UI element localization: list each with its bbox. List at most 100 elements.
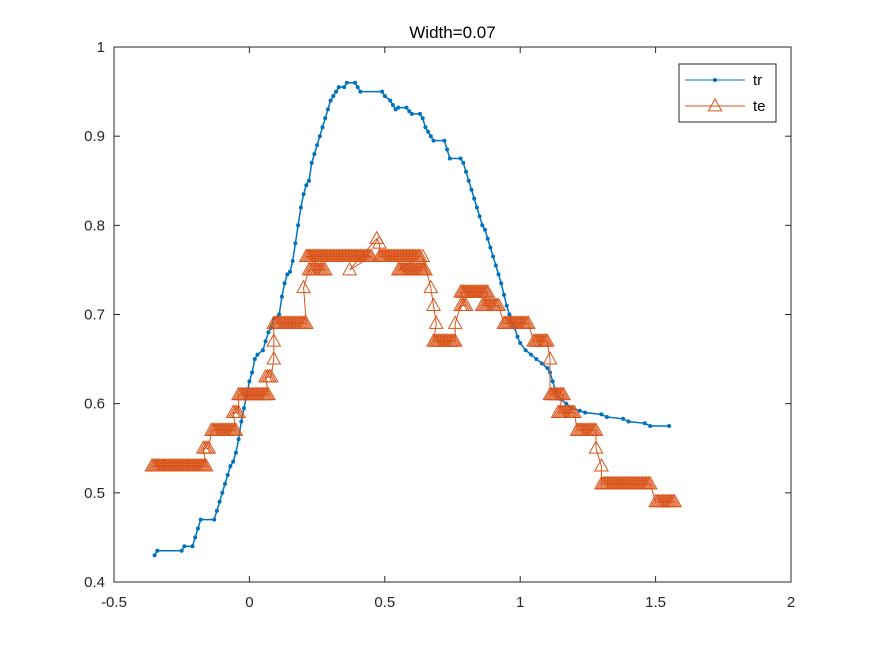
data-point xyxy=(331,94,336,98)
data-point xyxy=(195,526,200,531)
data-point xyxy=(642,421,647,426)
legend-marker-te xyxy=(707,97,723,112)
data-point xyxy=(277,312,282,317)
data-point xyxy=(282,281,287,286)
legend-marker-tr xyxy=(713,78,717,82)
data-point xyxy=(407,109,412,114)
data-point xyxy=(250,370,255,375)
y-tick-label: 0.4 xyxy=(84,574,105,591)
data-point xyxy=(201,440,217,454)
chart-title: Width=0.07 xyxy=(409,23,495,42)
data-point xyxy=(480,223,485,228)
x-tick-label: -0.5 xyxy=(101,594,127,611)
data-point xyxy=(315,143,320,148)
data-point xyxy=(445,147,450,152)
data-point xyxy=(461,160,466,165)
data-point xyxy=(447,315,463,329)
y-tick-label: 0.9 xyxy=(84,128,105,145)
data-point xyxy=(279,294,284,299)
data-point xyxy=(428,134,433,139)
data-point xyxy=(371,235,387,249)
data-point xyxy=(458,297,474,311)
data-point xyxy=(626,419,631,424)
data-point xyxy=(307,178,311,183)
data-point xyxy=(447,156,452,161)
y-tick-label: 0.8 xyxy=(84,217,105,234)
data-point xyxy=(298,205,303,210)
x-tick-label: 1 xyxy=(516,594,524,611)
data-point xyxy=(312,152,317,156)
data-point xyxy=(502,292,506,297)
data-point xyxy=(504,303,509,308)
data-point xyxy=(266,351,282,365)
data-point xyxy=(296,223,301,228)
data-point xyxy=(285,272,290,277)
data-point xyxy=(266,330,271,335)
data-point xyxy=(423,125,428,130)
data-point xyxy=(491,254,496,259)
data-point xyxy=(488,245,493,250)
data-point xyxy=(539,333,555,347)
data-point xyxy=(288,269,292,274)
data-point xyxy=(523,348,528,353)
data-point xyxy=(266,333,282,347)
data-point xyxy=(296,279,312,294)
series-line-te xyxy=(151,237,675,503)
data-point xyxy=(588,422,604,436)
data-point xyxy=(301,192,306,197)
legend-box xyxy=(678,63,777,123)
data-point xyxy=(464,169,468,174)
data-point xyxy=(417,261,433,276)
data-point xyxy=(431,138,436,143)
data-point xyxy=(556,386,572,401)
data-point xyxy=(223,481,227,486)
series-te xyxy=(144,230,683,508)
data-point xyxy=(577,408,582,413)
data-point xyxy=(317,261,333,276)
data-point xyxy=(325,107,330,112)
data-point xyxy=(334,89,339,94)
data-point xyxy=(515,334,520,339)
data-point xyxy=(442,138,447,143)
data-point xyxy=(667,424,672,428)
data-point xyxy=(252,357,257,362)
data-point xyxy=(480,284,496,298)
data-point xyxy=(233,450,238,455)
data-point xyxy=(231,459,236,464)
data-point xyxy=(518,341,523,345)
data-point xyxy=(426,129,431,134)
data-point xyxy=(550,379,555,384)
data-point xyxy=(491,297,507,311)
data-point xyxy=(155,548,160,553)
data-point xyxy=(290,259,295,263)
data-point xyxy=(485,236,490,241)
data-point xyxy=(428,315,444,329)
data-point xyxy=(380,89,385,94)
data-point xyxy=(323,116,328,121)
data-point xyxy=(182,544,187,549)
data-point xyxy=(320,125,325,130)
data-point xyxy=(642,475,658,490)
data-point xyxy=(447,333,463,347)
data-point xyxy=(458,156,463,161)
data-point xyxy=(228,422,244,436)
data-point xyxy=(336,85,341,90)
data-point xyxy=(415,248,431,262)
data-point xyxy=(496,272,501,277)
data-point xyxy=(474,205,479,210)
data-point xyxy=(604,415,609,419)
y-tick-label: 0.6 xyxy=(84,396,105,413)
y-tick-label: 0.5 xyxy=(84,485,105,502)
data-point xyxy=(396,105,401,110)
legend: tr te xyxy=(678,63,777,123)
data-point xyxy=(534,357,539,362)
data-point xyxy=(317,134,322,139)
data-point xyxy=(263,339,268,344)
data-point xyxy=(309,160,314,165)
data-point xyxy=(358,89,363,94)
data-point xyxy=(242,406,246,411)
data-point xyxy=(212,517,217,522)
data-point xyxy=(363,248,379,262)
data-point xyxy=(198,517,203,522)
